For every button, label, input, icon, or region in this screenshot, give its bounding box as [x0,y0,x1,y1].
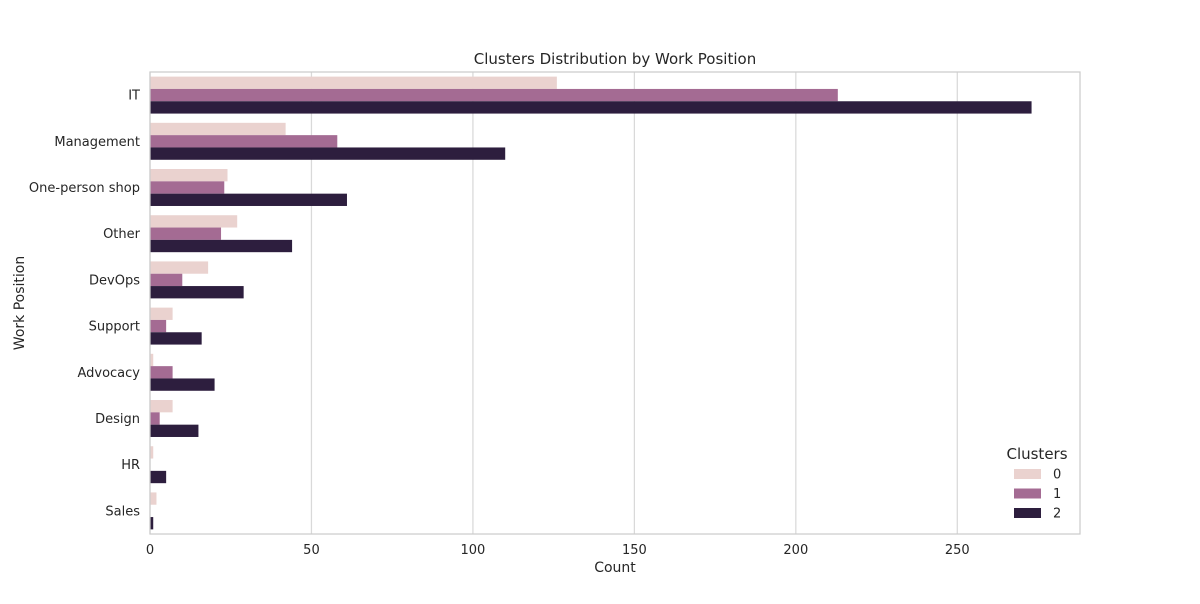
bar [150,446,154,459]
bars [150,76,1032,530]
legend-swatch [1014,508,1041,518]
bar [150,88,838,102]
bar [150,319,167,333]
bar [150,239,293,253]
bar [150,76,557,89]
chart-title: Clusters Distribution by Work Position [474,50,756,68]
y-tick-label: One-person shop [29,181,140,196]
bar [150,424,199,437]
bar [150,101,1032,114]
bar [150,215,238,228]
x-tick-label: 200 [783,543,808,558]
bar [150,332,202,345]
bar [150,169,228,182]
bar [150,227,222,240]
bar [150,353,154,367]
x-axis-label: Count [594,560,636,576]
y-tick-label: Sales [105,504,140,519]
bar [150,366,173,379]
bar [150,273,183,287]
y-tick-label: Advocacy [77,366,140,381]
y-tick-label: Design [95,412,140,427]
y-tick-label: Other [103,227,141,242]
legend-swatch [1014,488,1041,499]
x-tick-label: 0 [146,543,154,558]
legend-label: 2 [1053,507,1061,522]
y-tick-label: DevOps [89,273,140,288]
bar [150,135,338,148]
bar [150,286,244,299]
bar [150,122,286,136]
bar [150,412,160,425]
y-axis-label: Work Position [12,256,28,350]
legend-label: 1 [1053,487,1061,502]
x-tick-label: 100 [461,543,486,558]
y-tick-label: HR [121,458,140,473]
legend-title: Clusters [1006,445,1067,463]
x-tick-label: 50 [303,543,320,558]
bar [150,147,506,160]
bar [150,193,347,206]
bar [150,400,173,413]
bar [150,492,157,505]
bar [150,517,154,530]
legend-swatch [1014,469,1041,479]
plot-frame [149,71,1081,535]
legend: Clusters 0 1 2 [1006,445,1067,522]
bar [150,307,173,320]
x-tick-label: 150 [622,543,647,558]
tick-labels: 0 50 100 150 200 250 IT Management One-person sh… [29,89,970,558]
bar [150,378,215,391]
y-tick-label: IT [128,89,140,104]
x-tick-label: 250 [945,543,970,558]
bar [150,261,209,274]
y-tick-label: Support [89,320,140,335]
bar [150,181,225,194]
y-tick-label: Management [54,135,140,150]
legend-label: 0 [1053,468,1061,483]
bar [150,470,167,484]
